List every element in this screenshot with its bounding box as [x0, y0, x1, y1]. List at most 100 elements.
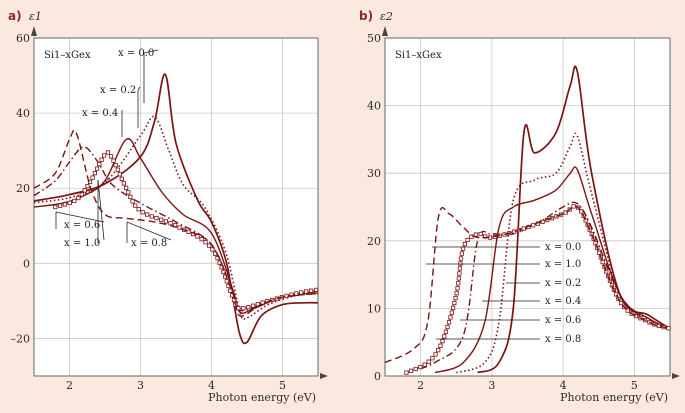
series-marker [79, 192, 84, 197]
alloy-label: Si1–xGex [44, 50, 91, 61]
series-marker [130, 199, 135, 204]
series-marker [457, 266, 462, 271]
series-marker [241, 306, 246, 311]
series-marker [228, 288, 233, 293]
y-axis-label: ε1 [29, 10, 42, 23]
series-marker [76, 195, 81, 201]
series-marker [457, 271, 462, 276]
annotation-label: x = 0.6 [64, 220, 100, 231]
series-marker [446, 320, 452, 325]
panel-a: 2 3 4 5 60 40 20 0 –20 a) ε1 Photon energy (eV) Si1–… [8, 9, 328, 404]
series-marker [108, 154, 114, 159]
annotation-leader [137, 86, 141, 91]
series-marker [246, 305, 251, 310]
series-marker [168, 221, 173, 226]
series-marker [62, 202, 68, 207]
series-marker [451, 305, 456, 310]
series-marker [436, 348, 441, 353]
series-marker [111, 158, 116, 163]
series-marker [99, 157, 104, 162]
series-marker [163, 219, 168, 224]
series-marker [433, 352, 438, 357]
annotation-label: x = 0.4 [82, 108, 118, 119]
series-marker [105, 150, 111, 155]
series-marker [186, 229, 191, 234]
series-marker [115, 167, 120, 172]
series-marker [647, 320, 652, 325]
x-tick-label: 5 [279, 379, 286, 392]
annotation-label: x = 0.6 [545, 315, 581, 326]
series-marker [313, 287, 319, 293]
annotation-label: x = 0.2 [545, 278, 581, 289]
y-tick-label: 20 [16, 182, 30, 195]
series-marker [458, 256, 464, 261]
series-marker [418, 364, 423, 370]
annotation-label: x = 0.8 [545, 334, 581, 345]
x-tick-label: 4 [560, 379, 567, 392]
series-marker [597, 250, 602, 255]
series-marker [221, 269, 226, 275]
series-marker [136, 207, 141, 212]
series-marker [117, 172, 122, 177]
panel-b: 2 3 4 5 50 40 30 20 10 0 b) ε2 Photon energy (eV) Si1… [359, 9, 680, 404]
series-marker [85, 184, 90, 189]
series-marker [126, 190, 131, 195]
plot-area [34, 38, 318, 376]
series-marker [438, 343, 443, 348]
x-axis-label: Photon energy (eV) [560, 391, 668, 404]
series-marker [413, 366, 418, 372]
series-marker [422, 362, 427, 367]
panel-label: a) [8, 9, 22, 23]
series-marker [97, 162, 102, 167]
annotation-label: x = 1.0 [64, 238, 100, 249]
series-marker [453, 296, 458, 301]
series-marker [618, 300, 624, 306]
series-marker [90, 175, 95, 180]
y-tick-label: 40 [16, 107, 30, 120]
series-marker [666, 326, 671, 331]
y-tick-label: 0 [23, 257, 30, 270]
series-marker [113, 163, 118, 168]
series-line-10 [33, 129, 319, 317]
y-tick-label: 20 [367, 235, 381, 248]
annotation-leader [55, 211, 105, 223]
series-marker [149, 214, 154, 219]
annotation-leader [97, 179, 105, 241]
annotation-label: x = 0.2 [100, 85, 136, 96]
series-marker [203, 240, 208, 245]
series-marker [140, 210, 145, 215]
series-marker [465, 237, 470, 243]
y-tick-label: 40 [367, 100, 381, 113]
series-marker [250, 303, 256, 308]
y-tick-label: 10 [367, 302, 381, 315]
series-marker [72, 198, 77, 204]
alloy-label: Si1–xGex [395, 50, 442, 61]
series-marker [210, 247, 215, 252]
series-marker [571, 204, 576, 209]
series-marker [613, 292, 619, 297]
series-marker [462, 241, 467, 247]
series-line-10 [384, 205, 671, 364]
series-marker [563, 210, 568, 215]
series-marker [82, 188, 87, 193]
series-marker [224, 279, 229, 284]
series-marker [456, 281, 461, 286]
series-marker [308, 288, 314, 293]
annotation-label: x = 0.0 [545, 242, 581, 253]
x-tick-label: 3 [488, 379, 495, 392]
x-axis-arrow [320, 373, 328, 379]
series-marker [460, 246, 466, 251]
series-marker [440, 339, 445, 344]
x-tick-label: 2 [417, 379, 424, 392]
series-marker [445, 324, 450, 330]
series-marker [449, 310, 454, 315]
x-tick-label: 5 [631, 379, 638, 392]
series-marker [128, 194, 133, 200]
x-axis-label: Photon energy (eV) [208, 391, 316, 404]
series-marker [456, 276, 461, 281]
series-marker [207, 243, 212, 248]
series-marker [159, 217, 164, 222]
series-marker [404, 370, 409, 375]
series-marker [455, 286, 460, 291]
series-marker [454, 291, 459, 296]
